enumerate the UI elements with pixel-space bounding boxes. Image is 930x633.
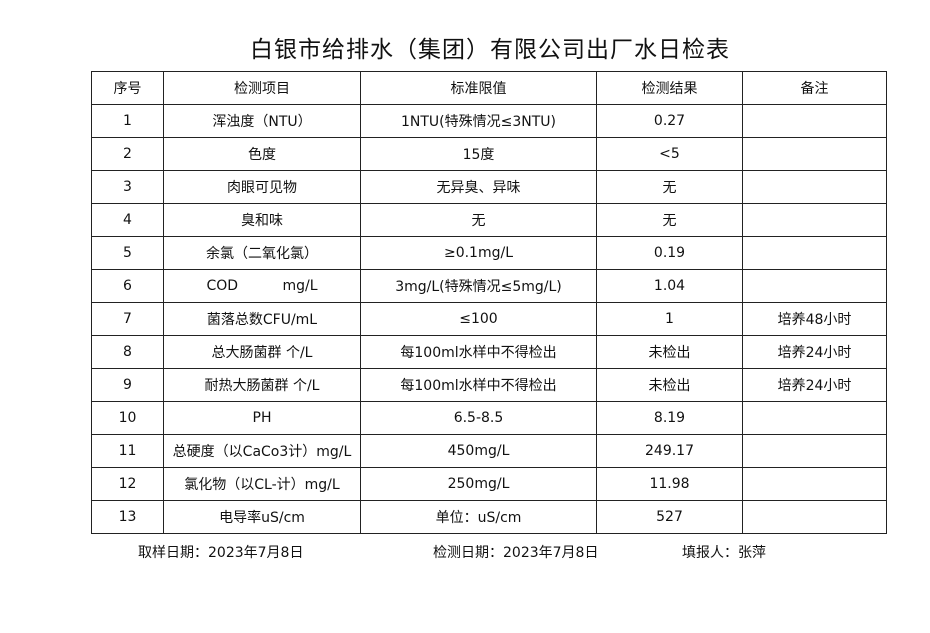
- cell-item: 检测项目: [163, 71, 361, 105]
- header-row: 序号 检测项目 标准限值 检测结果 备注: [91, 71, 887, 105]
- cell-result: 11.98: [596, 467, 743, 501]
- cell-remark: [742, 203, 887, 237]
- cell-item: 色度: [163, 137, 361, 171]
- cell-item: 余氯（二氧化氯）: [163, 236, 361, 270]
- cell-result: 未检出: [596, 335, 743, 369]
- cell-limit: 标准限值: [360, 71, 597, 105]
- cell-limit: 1NTU(特殊情况≤3NTU): [360, 104, 597, 138]
- cell-remark: [742, 236, 887, 270]
- cell-seq: 6: [91, 269, 164, 303]
- table-row: 10 PH 6.5-8.5 8.19: [91, 401, 887, 435]
- cell-remark: [742, 500, 887, 534]
- cell-remark: [742, 269, 887, 303]
- cell-result: 无: [596, 203, 743, 237]
- cell-result: 未检出: [596, 368, 743, 402]
- cell-remark: [742, 401, 887, 435]
- table-row: 5 余氯（二氧化氯） ≥0.1mg/L 0.19: [91, 236, 887, 270]
- table-row: 2 色度 15度 <5: [91, 137, 887, 171]
- cell-seq: 13: [91, 500, 164, 534]
- cell-remark: [742, 104, 887, 138]
- cell-remark: [742, 137, 887, 171]
- table-row: 7 菌落总数CFU/mL ≤100 1 培养48小时: [91, 302, 887, 336]
- cell-seq: 9: [91, 368, 164, 402]
- cell-remark: 培养24小时: [742, 368, 887, 402]
- cell-item: 耐热大肠菌群 个/L: [163, 368, 361, 402]
- cell-seq: 序号: [91, 71, 164, 105]
- cell-result: <5: [596, 137, 743, 171]
- cell-seq: 4: [91, 203, 164, 237]
- cell-limit: 每100ml水样中不得检出: [360, 368, 597, 402]
- cell-seq: 12: [91, 467, 164, 501]
- cell-item: 臭和味: [163, 203, 361, 237]
- cell-remark: 培养24小时: [742, 335, 887, 369]
- cell-limit: ≥0.1mg/L: [360, 236, 597, 270]
- cell-limit: 每100ml水样中不得检出: [360, 335, 597, 369]
- cell-item: 氯化物（以CL-计）mg/L: [163, 467, 361, 501]
- reporter: 填报人：张萍: [682, 545, 766, 561]
- cell-seq: 11: [91, 434, 164, 468]
- cell-result: 检测结果: [596, 71, 743, 105]
- cell-seq: 2: [91, 137, 164, 171]
- table-row: 11 总硬度（以CaCo3计）mg/L 450mg/L 249.17: [91, 434, 887, 468]
- cell-item: 浑浊度（NTU）: [163, 104, 361, 138]
- cell-limit: 无异臭、异味: [360, 170, 597, 204]
- cell-seq: 7: [91, 302, 164, 336]
- cell-result: 249.17: [596, 434, 743, 468]
- cell-result: 527: [596, 500, 743, 534]
- cell-limit: 6.5-8.5: [360, 401, 597, 435]
- cell-item: COD mg/L: [163, 269, 361, 303]
- cell-item: 总硬度（以CaCo3计）mg/L: [163, 434, 361, 468]
- cell-item: 肉眼可见物: [163, 170, 361, 204]
- cell-remark: [742, 467, 887, 501]
- cell-item: 总大肠菌群 个/L: [163, 335, 361, 369]
- cell-seq: 1: [91, 104, 164, 138]
- table-row: 1 浑浊度（NTU） 1NTU(特殊情况≤3NTU) 0.27: [91, 104, 887, 138]
- cell-limit: 3mg/L(特殊情况≤5mg/L): [360, 269, 597, 303]
- cell-remark: [742, 170, 887, 204]
- table-row: 4 臭和味无无: [91, 203, 887, 237]
- cell-limit: ≤100: [360, 302, 597, 336]
- page-title: 白银市给排水（集团）有限公司出厂水日检表: [250, 37, 730, 63]
- cell-result: 8.19: [596, 401, 743, 435]
- cell-limit: 无: [360, 203, 597, 237]
- cell-seq: 5: [91, 236, 164, 270]
- cell-result: 0.19: [596, 236, 743, 270]
- cell-seq: 8: [91, 335, 164, 369]
- cell-seq: 10: [91, 401, 164, 435]
- cell-item: PH: [163, 401, 361, 435]
- cell-item: 电导率uS/cm: [163, 500, 361, 534]
- cell-remark: [742, 434, 887, 468]
- cell-limit: 15度: [360, 137, 597, 171]
- table-row: 3 肉眼可见物 无异臭、异味无: [91, 170, 887, 204]
- cell-limit: 单位：uS/cm: [360, 500, 597, 534]
- cell-limit: 250mg/L: [360, 467, 597, 501]
- cell-item: 菌落总数CFU/mL: [163, 302, 361, 336]
- cell-limit: 450mg/L: [360, 434, 597, 468]
- table-row: 9 耐热大肠菌群 个/L 每100ml水样中不得检出 未检出 培养24小时: [91, 368, 887, 402]
- cell-result: 无: [596, 170, 743, 204]
- table-row: 12 氯化物（以CL-计）mg/L 250mg/L 11.98: [91, 467, 887, 501]
- cell-seq: 3: [91, 170, 164, 204]
- table-row: 13 电导率uS/cm 单位：uS/cm 527: [91, 500, 887, 534]
- cell-result: 0.27: [596, 104, 743, 138]
- sampling-date: 取样日期：2023年7月8日: [138, 545, 304, 561]
- test-date: 检测日期：2023年7月8日: [433, 545, 599, 561]
- cell-result: 1.04: [596, 269, 743, 303]
- table-row: 8 总大肠菌群 个/L 每100ml水样中不得检出 未检出 培养24小时: [91, 335, 887, 369]
- table-row: 6 COD mg/L 3mg/L(特殊情况≤5mg/L) 1.04: [91, 269, 887, 303]
- cell-result: 1: [596, 302, 743, 336]
- inspection-table: 序号 检测项目 标准限值 检测结果 备注 1 浑浊度（NTU） 1NTU(特殊情况≤3NTU)…: [91, 71, 887, 534]
- cell-remark: 培养48小时: [742, 302, 887, 336]
- cell-remark: 备注: [742, 71, 887, 105]
